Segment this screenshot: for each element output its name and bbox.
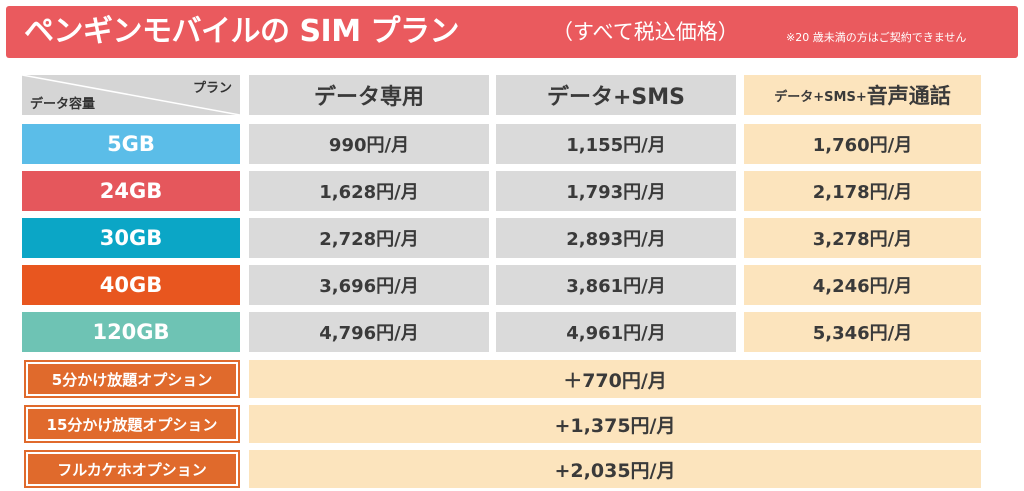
price-data-sms-24gb: 1,793円/月 (496, 171, 736, 211)
option-label-full-kakeho: フルカケホオプション (24, 450, 240, 488)
price-data-only-30gb: 2,728円/月 (249, 218, 489, 258)
tax-note: （すべて税込価格） (552, 20, 739, 44)
capacity-5gb: 5GB (22, 124, 240, 164)
price-voice-30gb: 3,278円/月 (744, 218, 981, 258)
option-price-full-kakeho: +2,035円/月 (249, 450, 981, 488)
price-voice-40gb: 4,246円/月 (744, 265, 981, 305)
title-banner: ペンギンモバイルの SIM プラン （すべて税込価格） ※20 歳未満の方はご契… (6, 6, 1018, 58)
table-corner-header: プラン データ容量 (22, 75, 240, 115)
capacity-30gb: 30GB (22, 218, 240, 258)
capacity-40gb: 40GB (22, 265, 240, 305)
price-data-only-5gb: 990円/月 (249, 124, 489, 164)
price-data-sms-30gb: 2,893円/月 (496, 218, 736, 258)
corner-diagonal-line (22, 75, 240, 115)
price-voice-24gb: 2,178円/月 (744, 171, 981, 211)
price-data-sms-5gb: 1,155円/月 (496, 124, 736, 164)
price-data-sms-120gb: 4,961円/月 (496, 312, 736, 352)
price-voice-5gb: 1,760円/月 (744, 124, 981, 164)
age-restriction-note: ※20 歳未満の方はご契約できません (786, 31, 967, 44)
capacity-120gb: 120GB (22, 312, 240, 352)
price-data-sms-40gb: 3,861円/月 (496, 265, 736, 305)
price-data-only-40gb: 3,696円/月 (249, 265, 489, 305)
header-voice-prefix: データ+SMS+ (774, 89, 867, 105)
page-title: ペンギンモバイルの SIM プラン (24, 14, 460, 49)
price-voice-120gb: 5,346円/月 (744, 312, 981, 352)
option-price-5min: ＋770円/月 (249, 360, 981, 398)
price-data-only-24gb: 1,628円/月 (249, 171, 489, 211)
price-data-only-120gb: 4,796円/月 (249, 312, 489, 352)
corner-capacity-label: データ容量 (30, 97, 96, 112)
option-label-5min: 5分かけ放題オプション (24, 360, 240, 398)
option-label-15min: 15分かけ放題オプション (24, 405, 240, 443)
header-voice-main: 音声通話 (866, 84, 951, 108)
header-data-sms: データ+SMS (496, 75, 736, 115)
option-price-15min: +1,375円/月 (249, 405, 981, 443)
corner-plan-label: プラン (192, 81, 232, 96)
header-voice: データ+SMS+ 音声通話 (744, 75, 981, 115)
header-data-only: データ専用 (249, 75, 489, 115)
capacity-24gb: 24GB (22, 171, 240, 211)
